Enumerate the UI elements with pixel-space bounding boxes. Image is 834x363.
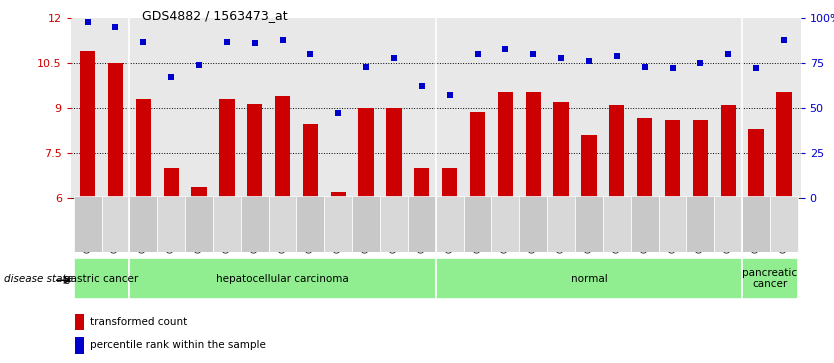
Text: gastric cancer: gastric cancer — [64, 274, 138, 284]
Point — [610, 53, 624, 59]
Point — [220, 38, 234, 44]
Point — [415, 83, 429, 89]
Point — [582, 58, 595, 64]
Bar — [547, 196, 575, 252]
Bar — [575, 196, 603, 252]
Point — [666, 66, 679, 72]
Bar — [73, 258, 129, 299]
Bar — [721, 105, 736, 198]
Bar — [74, 337, 84, 354]
Point — [359, 64, 373, 70]
Point — [443, 93, 456, 98]
Point — [555, 55, 568, 61]
Point — [81, 19, 94, 25]
Bar — [185, 196, 213, 252]
Bar — [269, 196, 297, 252]
Bar — [742, 258, 798, 299]
Bar — [498, 91, 513, 198]
Bar — [74, 314, 84, 330]
Point — [304, 51, 317, 57]
Bar — [435, 196, 464, 252]
Bar — [191, 187, 207, 198]
Bar — [163, 168, 178, 198]
Bar — [330, 192, 346, 198]
Bar — [297, 196, 324, 252]
Bar — [275, 96, 290, 198]
Bar — [324, 196, 352, 252]
Bar — [525, 91, 541, 198]
Bar — [408, 196, 435, 252]
Bar — [352, 196, 380, 252]
Bar — [359, 108, 374, 198]
Point — [137, 38, 150, 44]
Bar — [637, 118, 652, 198]
Point — [638, 64, 651, 70]
Bar — [386, 108, 402, 198]
Bar — [158, 196, 185, 252]
Point — [164, 74, 178, 80]
Text: percentile rank within the sample: percentile rank within the sample — [90, 340, 266, 350]
Text: normal: normal — [570, 274, 607, 284]
Point — [193, 62, 206, 68]
Point — [471, 51, 485, 57]
Point — [248, 40, 261, 46]
Bar — [776, 91, 791, 198]
Bar — [219, 99, 234, 198]
Bar — [693, 120, 708, 198]
Bar — [442, 168, 457, 198]
Point — [777, 37, 791, 42]
Bar — [770, 196, 798, 252]
Text: disease state: disease state — [4, 274, 73, 284]
Bar — [686, 196, 714, 252]
Bar — [609, 105, 625, 198]
Bar — [414, 168, 430, 198]
Point — [750, 66, 763, 72]
Text: GDS4882 / 1563473_at: GDS4882 / 1563473_at — [142, 9, 288, 22]
Point — [694, 60, 707, 66]
Bar — [520, 196, 547, 252]
Point — [387, 55, 400, 61]
Point — [499, 46, 512, 52]
Bar — [603, 196, 631, 252]
Point — [108, 24, 122, 30]
Bar — [470, 113, 485, 198]
Bar — [241, 196, 269, 252]
Point — [526, 51, 540, 57]
Bar — [213, 196, 241, 252]
Text: pancreatic
cancer: pancreatic cancer — [742, 268, 797, 289]
Bar — [659, 196, 686, 252]
Bar — [303, 125, 318, 198]
Bar — [464, 196, 491, 252]
Bar — [102, 196, 129, 252]
Bar — [714, 196, 742, 252]
Bar — [380, 196, 408, 252]
Bar — [73, 196, 102, 252]
Bar — [129, 258, 435, 299]
Bar — [136, 99, 151, 198]
Point — [721, 51, 735, 57]
Bar — [665, 120, 681, 198]
Point — [276, 37, 289, 42]
Bar — [129, 196, 158, 252]
Bar — [491, 196, 520, 252]
Bar — [581, 135, 596, 198]
Point — [332, 110, 345, 116]
Bar — [80, 51, 95, 198]
Text: transformed count: transformed count — [90, 317, 187, 327]
Bar — [247, 103, 263, 198]
Bar — [435, 258, 742, 299]
Bar — [631, 196, 659, 252]
Text: hepatocellular carcinoma: hepatocellular carcinoma — [216, 274, 349, 284]
Bar — [748, 129, 764, 198]
Bar — [742, 196, 770, 252]
Bar — [108, 63, 123, 198]
Bar — [554, 102, 569, 198]
